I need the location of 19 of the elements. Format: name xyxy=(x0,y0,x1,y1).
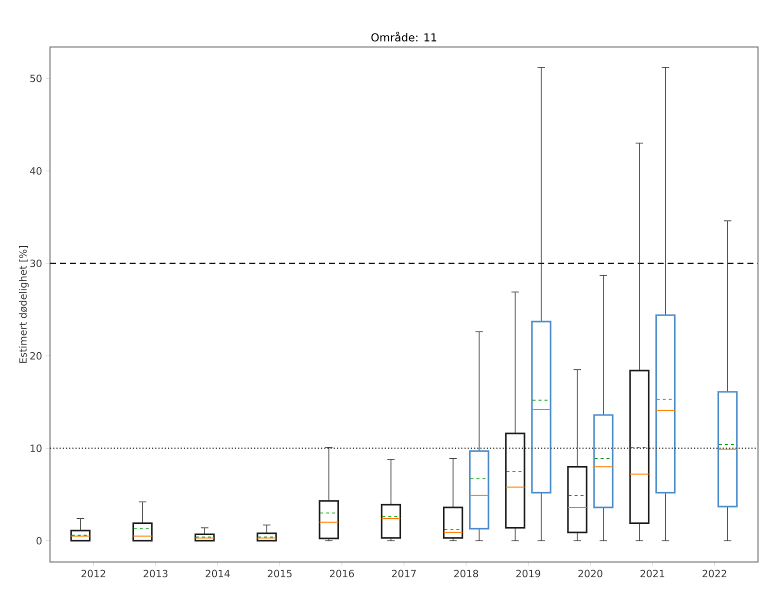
y-tick-label: 10 xyxy=(30,444,42,452)
x-tick-label: 2021 xyxy=(640,570,664,578)
y-tick-label: 50 xyxy=(30,74,42,82)
x-tick-label: 2014 xyxy=(206,570,230,578)
y-tick-label: 40 xyxy=(30,167,42,175)
x-tick-label: 2022 xyxy=(702,570,726,578)
y-tick-label: 20 xyxy=(30,352,42,360)
x-tick-label: 2012 xyxy=(82,570,106,578)
x-tick-label: 2016 xyxy=(330,570,354,578)
y-axis-title: Estimert dødelighet [%] xyxy=(19,246,29,363)
x-tick-label: 2020 xyxy=(578,570,602,578)
x-tick-label: 2019 xyxy=(516,570,540,578)
x-tick-label: 2013 xyxy=(144,570,168,578)
y-tick-label: 30 xyxy=(30,260,42,268)
chart-title: Område: 11 xyxy=(371,32,436,42)
x-tick-label: 2017 xyxy=(392,570,416,578)
x-tick-label: 2018 xyxy=(454,570,478,578)
y-tick-label: 0 xyxy=(36,536,42,544)
x-tick-label: 2015 xyxy=(268,570,292,578)
